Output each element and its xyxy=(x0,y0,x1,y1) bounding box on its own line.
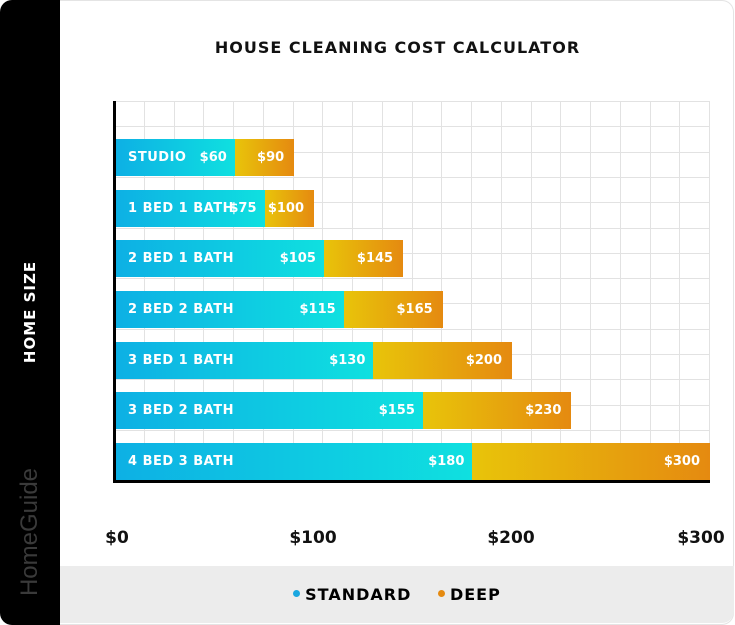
standard-value: $75 xyxy=(229,201,257,216)
deep-bar xyxy=(234,139,295,176)
deep-value: $300 xyxy=(663,454,700,469)
brand-logo: HomeGuide xyxy=(16,467,43,597)
grid-line-vertical xyxy=(143,101,145,480)
bar-row: 3 BED 2 BATH $155 $230 xyxy=(116,392,572,429)
deep-bar xyxy=(323,240,404,277)
grid-line-vertical xyxy=(500,101,502,480)
y-axis-line xyxy=(113,101,116,483)
legend-item-standard: STANDARD xyxy=(293,585,411,604)
legend-label: STANDARD xyxy=(305,585,412,604)
standard-value: $105 xyxy=(279,251,316,266)
standard-value: $115 xyxy=(299,302,336,317)
standard-bar xyxy=(116,392,423,429)
bar-category-label: 3 BED 2 BATH xyxy=(128,403,234,418)
grid-line-vertical xyxy=(530,101,532,480)
grid-line-horizontal xyxy=(115,101,710,102)
x-tick-label: $300 xyxy=(677,528,725,548)
grid-line-vertical xyxy=(233,101,234,480)
grid-line-horizontal xyxy=(115,202,710,204)
deep-bar xyxy=(422,392,572,429)
deep-dot-icon xyxy=(437,590,445,597)
standard-bar xyxy=(116,190,265,227)
deep-value: $90 xyxy=(257,150,285,165)
legend-label: DEEP xyxy=(449,585,501,604)
standard-bar xyxy=(116,240,324,277)
bar-category-label: STUDIO xyxy=(128,150,187,165)
deep-bar xyxy=(373,342,512,379)
grid-line-horizontal xyxy=(115,252,710,254)
grid-line-horizontal xyxy=(115,126,710,128)
grid-line-vertical xyxy=(352,101,353,480)
deep-bar xyxy=(472,443,710,480)
grid-line-vertical xyxy=(619,101,621,480)
y-axis-title: HOME SIZE xyxy=(21,260,39,364)
legend-item-deep: DEEP xyxy=(437,585,501,604)
standard-bar xyxy=(116,443,473,480)
bar-row: STUDIO $60 $90 xyxy=(116,139,295,176)
grid-line-horizontal xyxy=(115,151,710,153)
grid-line-horizontal xyxy=(115,379,710,381)
x-tick-label: $100 xyxy=(289,528,337,548)
bar-category-label: 3 BED 1 BATH xyxy=(128,353,234,368)
grid-line-vertical xyxy=(322,101,324,480)
grid-line-vertical xyxy=(262,101,264,480)
grid-line-vertical xyxy=(590,101,591,480)
grid-line-vertical xyxy=(471,101,472,480)
deep-value: $145 xyxy=(356,251,394,266)
grid-line-vertical xyxy=(411,101,413,480)
standard-value: $180 xyxy=(428,454,465,469)
chart-title: HOUSE CLEANING COST CALCULATOR xyxy=(214,38,581,57)
grid-line-horizontal xyxy=(115,328,710,330)
standard-bar xyxy=(116,139,235,176)
x-tick-label: $200 xyxy=(487,528,535,548)
x-tick-label: $0 xyxy=(105,528,129,548)
deep-value: $230 xyxy=(525,403,562,418)
grid-line-vertical xyxy=(560,101,562,480)
x-axis-line xyxy=(113,480,710,483)
bar-row: 3 BED 1 BATH $130 $200 xyxy=(116,342,512,379)
legend: STANDARD DEEP xyxy=(60,566,734,623)
standard-value: $155 xyxy=(378,403,415,418)
bar-category-label: 1 BED 1 BATH xyxy=(128,201,234,216)
standard-bar xyxy=(116,342,374,379)
sidebar: HOME SIZE HomeGuide xyxy=(0,0,60,625)
grid-line-vertical xyxy=(679,101,681,480)
deep-value: $165 xyxy=(396,302,433,317)
grid-line-horizontal xyxy=(115,429,710,431)
bar-row: 2 BED 1 BATH $105 $145 xyxy=(116,240,404,277)
grid-line-vertical xyxy=(709,101,710,480)
grid-line-horizontal xyxy=(115,227,710,229)
standard-value: $130 xyxy=(329,353,366,368)
deep-bar xyxy=(264,190,314,227)
deep-value: $200 xyxy=(465,353,502,368)
grid-line-vertical xyxy=(203,101,205,480)
grid-line-vertical xyxy=(381,101,383,480)
grid-line-horizontal xyxy=(115,176,710,178)
bar-category-label: 2 BED 2 BATH xyxy=(128,302,234,317)
standard-dot-icon xyxy=(293,590,301,597)
bar-category-label: 2 BED 1 BATH xyxy=(128,251,234,266)
bar-row: 4 BED 3 BATH $180 $300 xyxy=(116,443,710,480)
grid-line-vertical xyxy=(173,101,175,480)
standard-bar xyxy=(116,291,344,328)
bar-row: 1 BED 1 BATH $75 $100 xyxy=(116,190,314,227)
grid-line-vertical xyxy=(441,101,443,480)
bar-category-label: 4 BED 3 BATH xyxy=(128,454,234,469)
grid-line-vertical xyxy=(292,101,294,480)
deep-value: $100 xyxy=(267,201,304,216)
deep-bar xyxy=(343,291,443,328)
bar-row: 2 BED 2 BATH $115 $165 xyxy=(116,291,443,328)
standard-value: $60 xyxy=(199,150,227,165)
grid-line-vertical xyxy=(649,101,651,480)
grid-line-horizontal xyxy=(115,278,710,280)
